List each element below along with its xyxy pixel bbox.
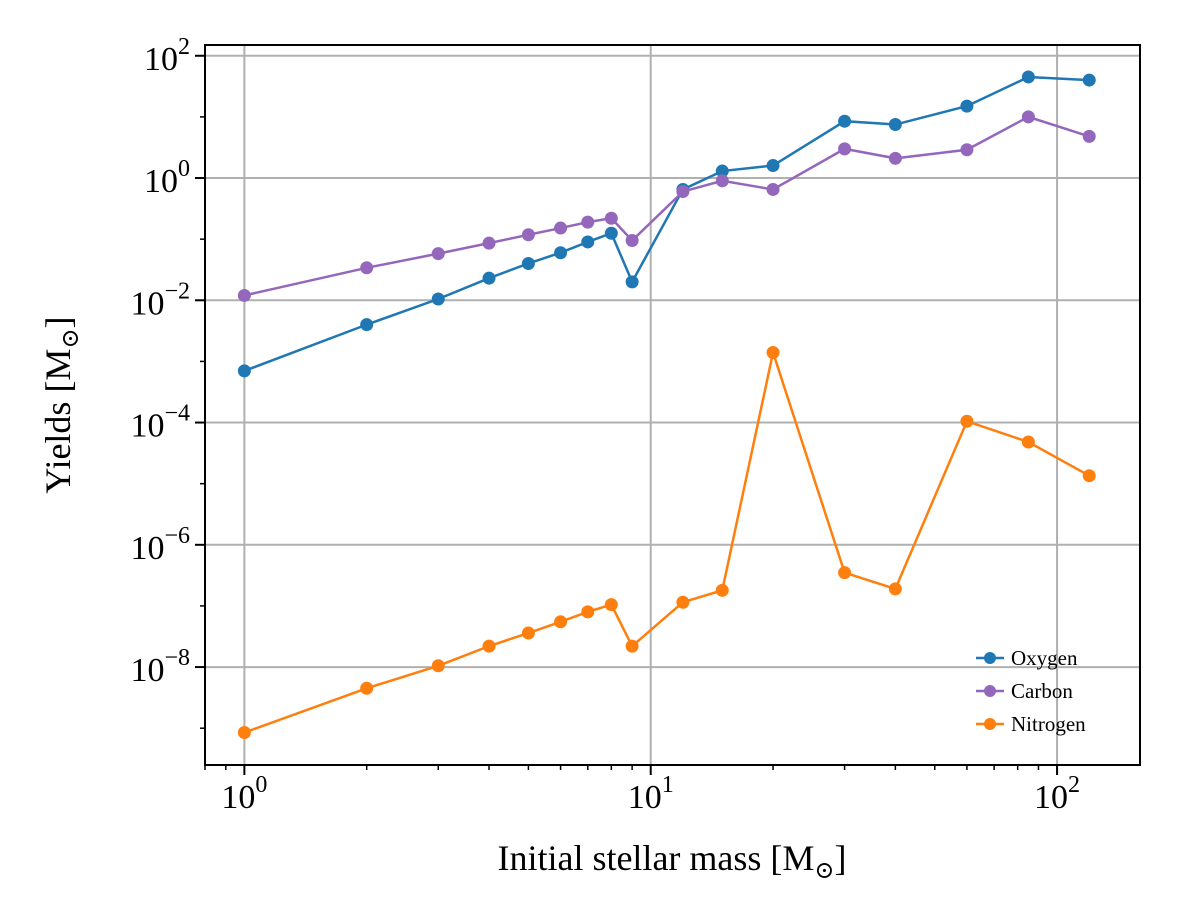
nitrogen-point bbox=[888, 582, 902, 596]
carbon-point bbox=[1082, 129, 1096, 143]
legend-label-carbon: Carbon bbox=[1011, 679, 1073, 703]
nitrogen-point bbox=[1082, 469, 1096, 483]
y-tick-label: 10−2 bbox=[130, 278, 190, 322]
nitrogen-point bbox=[838, 566, 852, 580]
nitrogen-point bbox=[766, 345, 780, 359]
nitrogen-point bbox=[521, 626, 535, 640]
oxygen-point bbox=[554, 246, 568, 260]
series-layer bbox=[237, 70, 1096, 740]
nitrogen-series bbox=[237, 345, 1096, 740]
oxygen-point bbox=[766, 159, 780, 173]
carbon-point bbox=[838, 142, 852, 156]
oxygen-point bbox=[237, 364, 251, 378]
nitrogen-point bbox=[604, 598, 618, 612]
oxygen-point bbox=[581, 235, 595, 249]
nitrogen-point bbox=[554, 615, 568, 629]
legend-label-oxygen: Oxygen bbox=[1011, 646, 1078, 670]
axis-ticks bbox=[195, 54, 1059, 775]
y-tick-label: 10−8 bbox=[130, 645, 190, 689]
oxygen-point bbox=[888, 118, 902, 132]
nitrogen-point bbox=[482, 639, 496, 653]
plot-frame bbox=[204, 44, 1141, 766]
y-tick-label: 100 bbox=[144, 156, 190, 200]
oxygen-point bbox=[482, 271, 496, 285]
oxygen-point bbox=[360, 318, 374, 332]
carbon-point bbox=[360, 261, 374, 275]
carbon-point bbox=[625, 234, 639, 248]
carbon-point bbox=[676, 185, 690, 199]
oxygen-point bbox=[838, 114, 852, 128]
legend: Oxygen Carbon Nitrogen bbox=[976, 646, 1086, 736]
y-tick-label: 10−6 bbox=[130, 523, 190, 567]
y-tick-label: 10−4 bbox=[130, 401, 190, 445]
y-axis-title: Yields [M⊙] bbox=[38, 316, 84, 493]
oxygen-point bbox=[715, 164, 729, 178]
y-tick-label: 102 bbox=[144, 34, 190, 78]
carbon-point bbox=[521, 228, 535, 242]
carbon-point bbox=[431, 247, 445, 261]
nitrogen-point bbox=[431, 659, 445, 673]
legend-label-nitrogen: Nitrogen bbox=[1011, 712, 1086, 736]
carbon-point bbox=[888, 151, 902, 165]
nitrogen-point bbox=[676, 595, 690, 609]
carbon-point bbox=[766, 182, 780, 196]
carbon-point bbox=[715, 174, 729, 188]
nitrogen-point bbox=[715, 583, 729, 597]
oxygen-point bbox=[1082, 73, 1096, 87]
carbon-point bbox=[960, 143, 974, 157]
legend-marker-carbon bbox=[984, 685, 996, 697]
carbon-series bbox=[237, 110, 1096, 302]
nitrogen-point bbox=[960, 414, 974, 428]
nitrogen-point bbox=[360, 681, 374, 695]
nitrogen-line bbox=[243, 347, 1090, 734]
x-tick-label: 100 bbox=[221, 772, 267, 816]
x-tick-label: 102 bbox=[1034, 772, 1080, 816]
legend-marker-nitrogen bbox=[984, 718, 996, 730]
y-tick-labels: 10−8 10−6 10−4 10−2 100 102 bbox=[130, 34, 190, 689]
legend-item-nitrogen: Nitrogen bbox=[976, 712, 1086, 736]
nitrogen-point bbox=[1021, 435, 1035, 449]
carbon-point bbox=[554, 221, 568, 235]
legend-item-carbon: Carbon bbox=[976, 679, 1073, 703]
carbon-point bbox=[1021, 110, 1035, 124]
x-axis-title: Initial stellar mass [M⊙] bbox=[497, 838, 846, 884]
nitrogen-point bbox=[625, 639, 639, 653]
x-tick-labels: 100 101 102 bbox=[221, 772, 1080, 816]
oxygen-series bbox=[237, 70, 1096, 378]
carbon-point bbox=[604, 211, 618, 225]
oxygen-point bbox=[521, 256, 535, 270]
legend-marker-oxygen bbox=[984, 652, 996, 664]
grid-lines bbox=[205, 45, 1140, 765]
x-tick-label: 101 bbox=[628, 772, 674, 816]
oxygen-point bbox=[625, 275, 639, 289]
oxygen-point bbox=[604, 226, 618, 240]
oxygen-point bbox=[960, 99, 974, 113]
oxygen-point bbox=[1021, 70, 1035, 84]
legend-item-oxygen: Oxygen bbox=[976, 646, 1078, 670]
oxygen-point bbox=[431, 292, 445, 306]
carbon-point bbox=[237, 288, 251, 302]
nitrogen-point bbox=[237, 726, 251, 740]
carbon-point bbox=[482, 236, 496, 250]
carbon-point bbox=[581, 215, 595, 229]
nitrogen-point bbox=[581, 605, 595, 619]
